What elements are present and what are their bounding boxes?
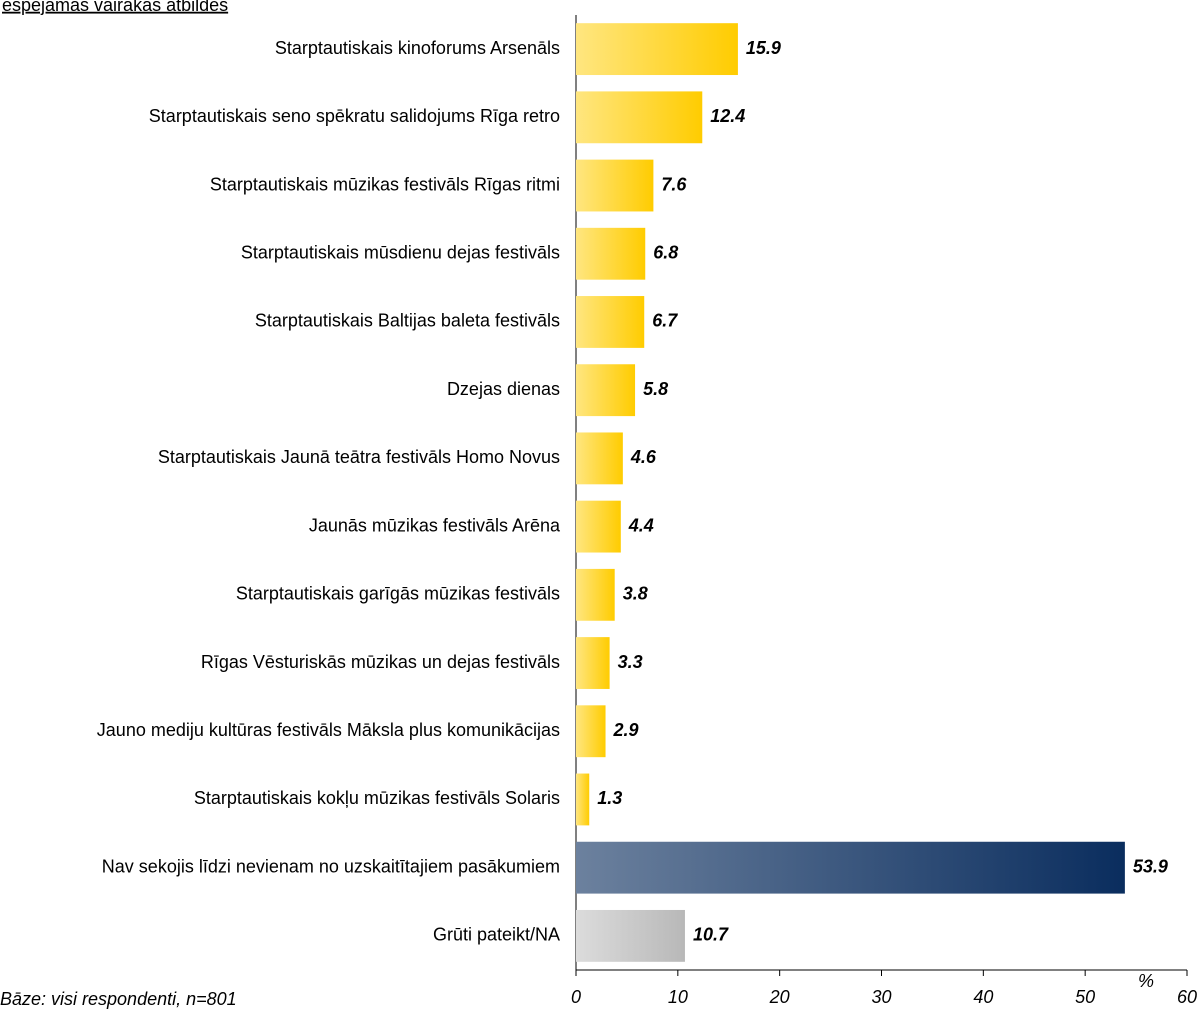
x-tick-label: 50 <box>1075 987 1095 1007</box>
bar <box>576 705 606 758</box>
category-label: Starptautiskais Baltijas baleta festivāl… <box>255 311 560 331</box>
x-axis-label: % <box>1138 971 1154 991</box>
value-label: 5.8 <box>643 379 668 399</box>
x-tick-label: 10 <box>668 987 688 1007</box>
category-label: Grūti pateikt/NA <box>433 925 560 945</box>
value-label: 3.3 <box>618 652 643 672</box>
value-label: 6.8 <box>653 243 678 263</box>
value-label: 12.4 <box>710 106 745 126</box>
value-label: 2.9 <box>613 720 639 740</box>
x-tick-label: 40 <box>973 987 993 1007</box>
value-label: 3.8 <box>623 584 648 604</box>
bar <box>576 432 623 485</box>
category-label: Rīgas Vēsturiskās mūzikas un dejas festi… <box>201 652 560 672</box>
bar <box>576 909 685 962</box>
category-label: Jaunās mūzikas festivāls Arēna <box>309 515 561 535</box>
x-tick-label: 20 <box>769 987 790 1007</box>
bar <box>576 364 636 417</box>
value-label: 4.4 <box>628 515 654 535</box>
value-label: 1.3 <box>597 788 622 808</box>
value-label: 10.7 <box>693 925 729 945</box>
bar <box>576 773 590 826</box>
category-label: Dzejas dienas <box>447 379 560 399</box>
category-label: Starptautiskais kinoforums Arsenāls <box>275 38 560 58</box>
bar <box>576 568 615 621</box>
bar <box>576 227 646 280</box>
bar <box>576 159 654 212</box>
bar <box>576 23 738 76</box>
value-label: 15.9 <box>746 38 781 58</box>
chart-title: espējamās vairākās atbildes <box>2 0 228 15</box>
category-label: Starptautiskais mūzikas festivāls Rīgas … <box>210 174 560 194</box>
value-label: 6.7 <box>652 311 678 331</box>
value-label: 7.6 <box>661 174 687 194</box>
category-label: Starptautiskais seno spēkratu salidojums… <box>149 106 560 126</box>
bar <box>576 91 703 144</box>
x-tick-label: 0 <box>571 987 581 1007</box>
bar <box>576 637 610 689</box>
category-label: Nav sekojis līdzi nevienam no uzskaitīta… <box>102 856 560 876</box>
x-tick-label: 30 <box>871 987 891 1007</box>
category-label: Starptautiskais kokļu mūzikas festivāls … <box>194 788 560 808</box>
bar <box>576 841 1125 894</box>
footnote: Bāze: visi respondenti, n=801 <box>0 989 237 1009</box>
category-label: Starptautiskais Jaunā teātra festivāls H… <box>158 447 560 467</box>
value-label: 53.9 <box>1133 856 1168 876</box>
bar <box>576 296 645 348</box>
value-label: 4.6 <box>630 447 657 467</box>
category-label: Starptautiskais garīgās mūzikas festivāl… <box>236 584 560 604</box>
category-label: Jauno mediju kultūras festivāls Māksla p… <box>97 720 560 740</box>
bar <box>576 500 621 553</box>
category-label: Starptautiskais mūsdienu dejas festivāls <box>241 243 560 263</box>
x-tick-label: 60 <box>1177 987 1197 1007</box>
